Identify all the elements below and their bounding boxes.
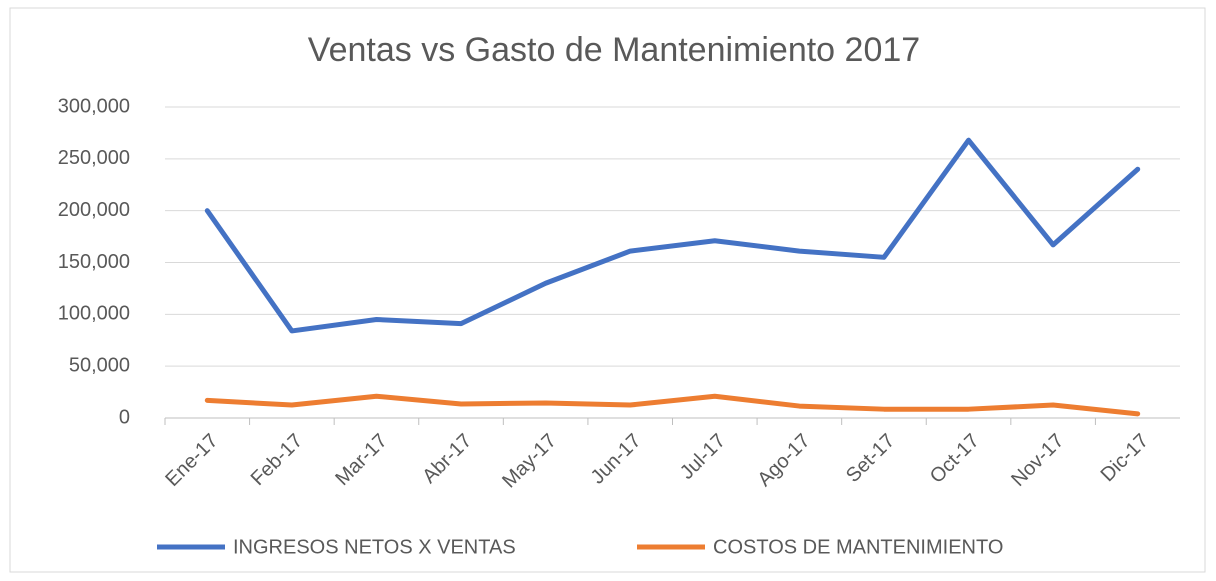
y-tick-label: 150,000	[58, 251, 130, 273]
y-tick-label: 250,000	[58, 147, 130, 169]
y-tick-label: 100,000	[58, 303, 130, 325]
chart-title: Ventas vs Gasto de Mantenimiento 2017	[308, 31, 920, 69]
chart-border	[9, 7, 1206, 573]
y-tick-label: 300,000	[58, 95, 130, 117]
series-line	[204, 393, 1141, 417]
series-line	[204, 137, 1141, 334]
y-tick-label: 0	[119, 406, 130, 428]
legend-label: COSTOS DE MANTENIMIENTO	[713, 536, 1003, 558]
legend-label: INGRESOS NETOS X VENTAS	[233, 536, 516, 558]
y-tick-label: 50,000	[69, 354, 130, 376]
y-tick-label: 200,000	[58, 199, 130, 221]
